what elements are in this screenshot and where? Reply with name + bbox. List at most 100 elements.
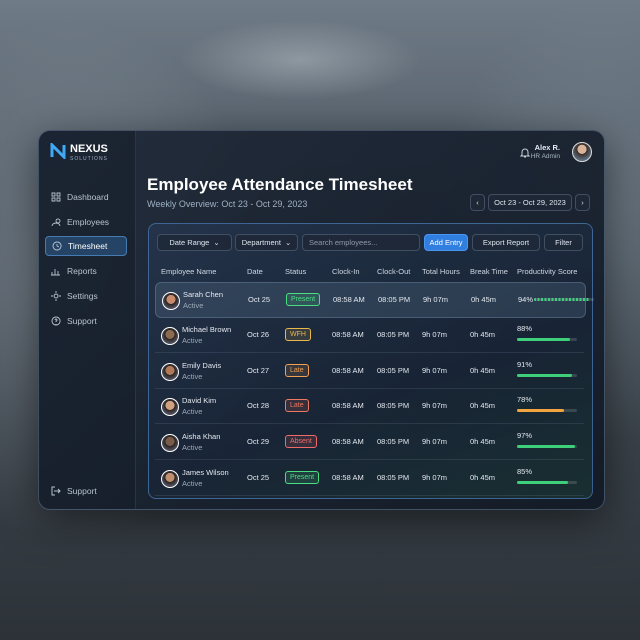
employee-state: Active bbox=[182, 335, 203, 345]
date: Oct 27 bbox=[247, 365, 270, 375]
clock-in: 08:58 AM bbox=[332, 365, 364, 375]
date: Oct 25 bbox=[248, 295, 271, 304]
employee-name: Aisha Khan bbox=[182, 432, 221, 442]
user-avatar[interactable] bbox=[572, 142, 592, 162]
status-badge: Absent bbox=[285, 435, 317, 449]
employee-avatar bbox=[161, 362, 179, 381]
nav-item[interactable]: Dashboard bbox=[45, 187, 127, 207]
date: Oct 29 bbox=[247, 437, 270, 447]
nav-item[interactable]: Support bbox=[45, 481, 127, 501]
filter-label: Department bbox=[241, 238, 281, 247]
column-header: Clock-In bbox=[332, 267, 360, 276]
clock-in: 08:58 AM bbox=[332, 401, 364, 411]
productivity-bar bbox=[517, 445, 576, 449]
nav-label: Dashboard bbox=[67, 192, 109, 202]
break-time: 0h 45m bbox=[470, 473, 496, 482]
productivity-label: 78% bbox=[517, 395, 533, 405]
employee-avatar bbox=[161, 434, 179, 453]
nav-item[interactable]: Employees bbox=[45, 212, 127, 232]
clock-in: 08:58 AM bbox=[332, 329, 364, 339]
filter-label: Date Range bbox=[169, 238, 210, 247]
total-hours: 9h 07m bbox=[422, 437, 448, 447]
nav-label: Settings bbox=[67, 290, 98, 301]
date: Oct 26 bbox=[247, 329, 270, 339]
date-range[interactable]: Oct 23 - Oct 29, 2023 bbox=[488, 194, 572, 211]
column-header: Date bbox=[247, 267, 263, 276]
column-header: Break Time bbox=[470, 267, 508, 276]
user-role: HR Admin bbox=[530, 153, 560, 160]
clock-out: 08:05 PM bbox=[378, 295, 411, 304]
clock-out: 08:05 PM bbox=[377, 365, 410, 375]
department-filter[interactable]: Department ⌄ bbox=[235, 234, 298, 251]
search-placeholder: Search employees... bbox=[309, 238, 378, 247]
sidebar: NEXUS SOLUTIONS Dashboard Employees Timesh… bbox=[39, 131, 136, 509]
total-hours: 9h 07m bbox=[422, 401, 448, 411]
status-badge: Present bbox=[285, 471, 320, 484]
status-badge: Late bbox=[285, 399, 309, 413]
employee-state: Active bbox=[182, 371, 203, 381]
productivity-label: 94% bbox=[518, 295, 534, 304]
total-hours: 9h 07m bbox=[422, 329, 448, 339]
nav-icon bbox=[51, 192, 61, 202]
column-header: Employee Name bbox=[161, 267, 217, 276]
nav-label: Support bbox=[67, 486, 97, 496]
table-row[interactable]: Emily Davis Active Oct 27 Late 08:58 AM 08:05… bbox=[155, 354, 584, 389]
employee-state: Active bbox=[182, 443, 203, 453]
employee-name: Sarah Chen bbox=[183, 290, 224, 299]
table-row[interactable]: James Wilson Active Oct 25 Present 08:58 AM 0… bbox=[155, 461, 584, 496]
table-row[interactable]: Aisha Khan Active Oct 29 Absent 08:58 AM 08:0… bbox=[155, 425, 584, 461]
productivity-label: 91% bbox=[517, 359, 533, 369]
column-header: Total Hours bbox=[422, 267, 460, 276]
employee-avatar bbox=[161, 326, 179, 345]
clock-in: 08:58 AM bbox=[332, 437, 364, 447]
productivity-bar bbox=[517, 373, 572, 377]
table-row[interactable]: Michael Brown Active Oct 26 WFH 08:58 AM 08:0… bbox=[155, 318, 584, 353]
total-hours: 9h 07m bbox=[423, 295, 449, 304]
date: Oct 28 bbox=[247, 401, 270, 411]
nav-item[interactable]: Support bbox=[45, 311, 127, 331]
break-time: 0h 45m bbox=[470, 437, 496, 447]
productivity-bar bbox=[517, 337, 570, 341]
employee-name: James Wilson bbox=[182, 468, 229, 477]
table-row[interactable]: Sarah Chen Active Oct 25 Present 08:58 AM 08:… bbox=[155, 282, 594, 318]
productivity-label: 88% bbox=[517, 323, 533, 333]
next-week[interactable]: › bbox=[575, 194, 590, 211]
clock-out: 08:05 PM bbox=[377, 473, 410, 482]
user-name: Alex R. bbox=[534, 143, 560, 152]
employee-state: Active bbox=[182, 479, 203, 488]
nav-label: Support bbox=[67, 315, 97, 326]
nav-item[interactable]: Settings bbox=[45, 286, 127, 306]
table-row[interactable]: David Kim Active Oct 28 Late 08:58 AM 08:05 P… bbox=[155, 389, 584, 425]
nav-item[interactable]: Timesheet bbox=[45, 236, 127, 257]
notification-bell[interactable] bbox=[519, 147, 531, 159]
break-time: 0h 45m bbox=[470, 401, 496, 411]
clock-out: 08:05 PM bbox=[377, 401, 410, 411]
nav-icon bbox=[51, 290, 61, 301]
nav-item[interactable]: Reports bbox=[45, 261, 127, 281]
logo-icon bbox=[50, 143, 66, 159]
nav-label: Reports bbox=[67, 266, 97, 277]
date-range-filter[interactable]: Date Range ⌄ bbox=[157, 234, 232, 251]
timesheet-panel: Date Range ⌄ Department ⌄ Search employees… bbox=[148, 223, 594, 499]
employee-state: Active bbox=[182, 407, 203, 417]
status-badge: Late bbox=[285, 363, 309, 377]
nav-icon bbox=[51, 269, 60, 276]
employee-avatar bbox=[162, 292, 180, 310]
nav-label: Timesheet bbox=[68, 241, 108, 252]
productivity-bar bbox=[517, 481, 568, 484]
employee-name: Michael Brown bbox=[182, 324, 232, 334]
total-hours: 9h 07m bbox=[422, 365, 448, 375]
nav-icon bbox=[51, 316, 61, 325]
add-entry-button[interactable]: Add Entry bbox=[424, 234, 468, 251]
column-header: Productivity Score bbox=[517, 267, 578, 276]
search-input[interactable]: Search employees... bbox=[302, 234, 420, 251]
page-title: Employee Attendance Timesheet bbox=[147, 175, 413, 194]
date: Oct 25 bbox=[247, 473, 270, 482]
column-header: Clock-Out bbox=[377, 267, 411, 276]
status-badge: WFH bbox=[285, 327, 311, 341]
export-button[interactable]: Export Report bbox=[472, 234, 540, 251]
employee-name: David Kim bbox=[182, 396, 217, 406]
filter-button[interactable]: Filter bbox=[544, 234, 583, 251]
clock-out: 08:05 PM bbox=[377, 329, 410, 339]
prev-week[interactable]: ‹ bbox=[470, 194, 485, 211]
